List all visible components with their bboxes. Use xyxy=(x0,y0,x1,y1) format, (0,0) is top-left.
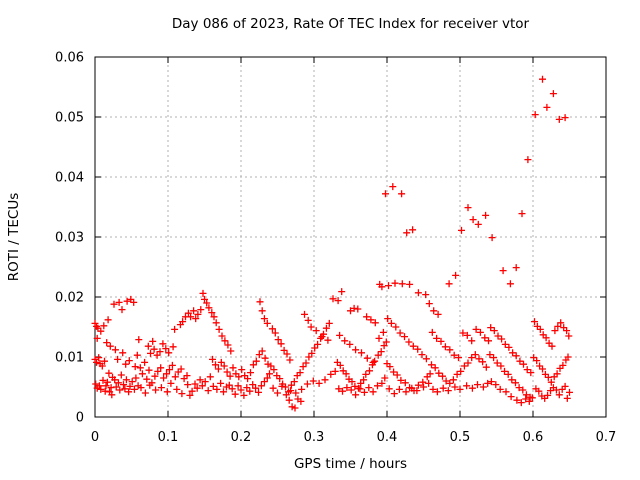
y-tick-label: 0.06 xyxy=(55,51,84,66)
y-tick-label: 0.02 xyxy=(55,291,84,306)
x-tick-label: 0.6 xyxy=(523,430,544,445)
scatter-points xyxy=(91,75,573,412)
x-tick-label: 0.2 xyxy=(231,430,252,445)
x-tick-label: 0.5 xyxy=(450,430,471,445)
y-tick-label: 0 xyxy=(76,411,84,426)
chart-title: Day 086 of 2023, Rate Of TEC Index for r… xyxy=(172,16,530,32)
x-axis-label: GPS time / hours xyxy=(294,456,407,472)
y-tick-label: 0.01 xyxy=(55,351,84,366)
y-tick-label: 0.04 xyxy=(55,171,84,186)
x-tick-label: 0.1 xyxy=(158,430,179,445)
x-tick-label: 0.4 xyxy=(377,430,398,445)
grid-lines xyxy=(95,57,606,417)
x-tick-label: 0 xyxy=(91,430,99,445)
x-tick-label: 0.7 xyxy=(596,430,617,445)
y-tick-label: 0.03 xyxy=(55,231,84,246)
x-tick-label: 0.3 xyxy=(304,430,325,445)
y-axis-label: ROTI / TECUs xyxy=(6,193,22,281)
plot-border xyxy=(94,56,607,418)
y-tick-label: 0.05 xyxy=(55,111,84,126)
